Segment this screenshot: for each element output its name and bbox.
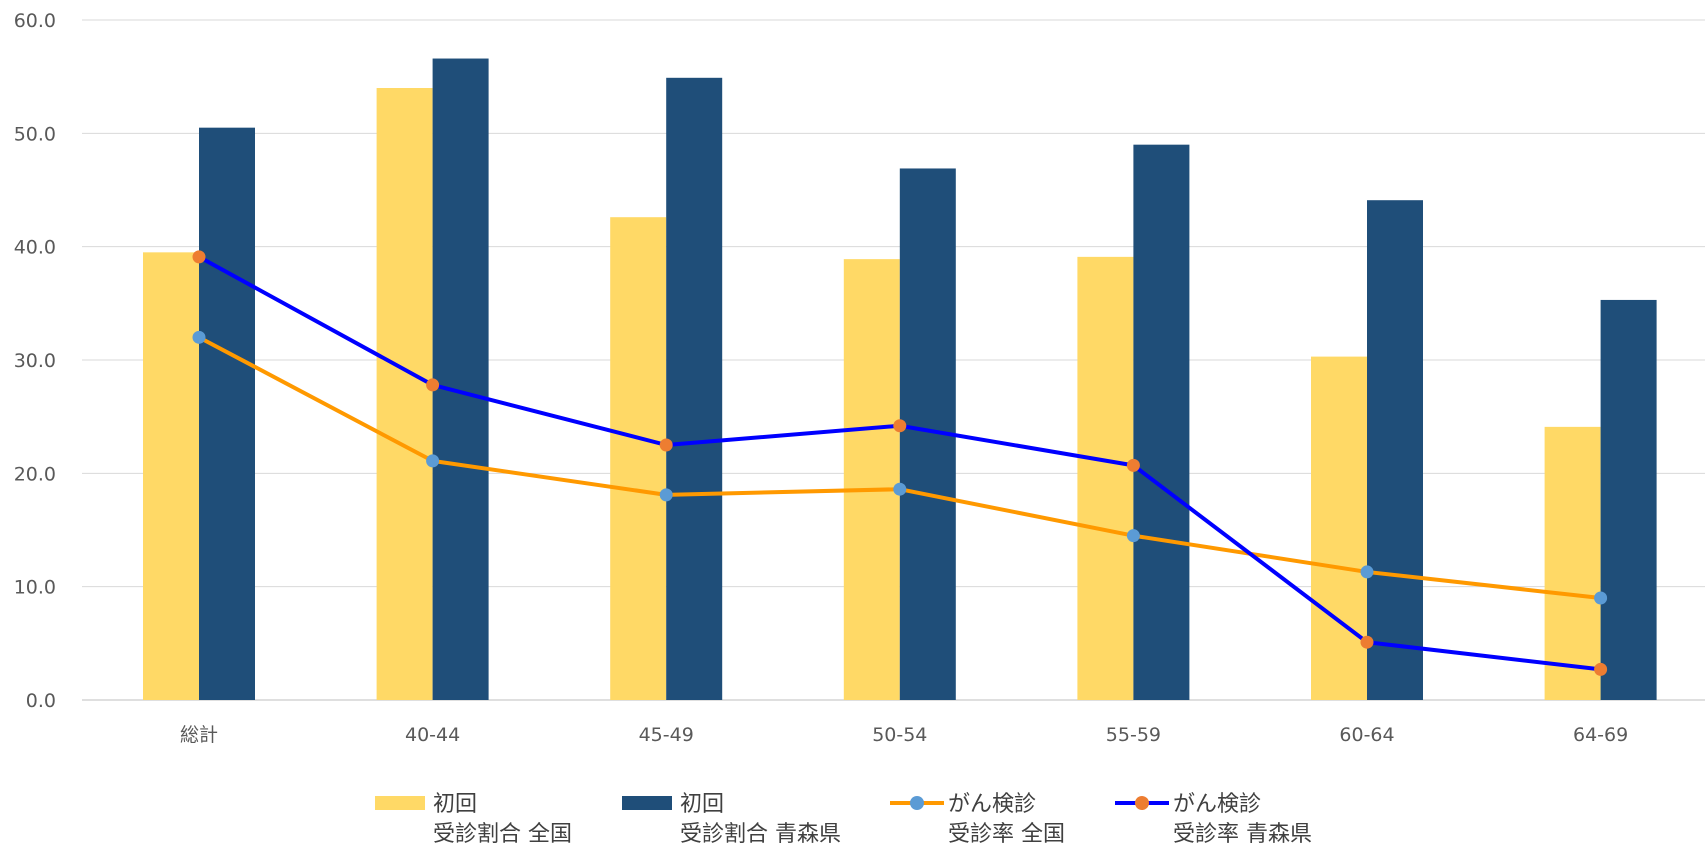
bar bbox=[843, 259, 900, 700]
x-tick-label: 50-54 bbox=[872, 724, 927, 746]
x-tick-label: 55-59 bbox=[1106, 724, 1161, 746]
data-point bbox=[659, 438, 673, 452]
x-tick-label: 総計 bbox=[180, 724, 218, 746]
y-tick-label: 40.0 bbox=[14, 237, 56, 259]
bar bbox=[1133, 144, 1190, 700]
legend-label: 受診率 全国 bbox=[948, 822, 1065, 845]
bar bbox=[432, 58, 489, 701]
data-point bbox=[426, 378, 440, 392]
bar bbox=[1544, 426, 1601, 700]
data-point bbox=[1126, 458, 1140, 472]
y-tick-label: 0.0 bbox=[26, 690, 56, 712]
data-point bbox=[659, 488, 673, 502]
x-axis: 総計 40-44 45-49 50-54 55-59 60-64 64-69 bbox=[180, 724, 1628, 746]
bar bbox=[1311, 356, 1367, 700]
data-point bbox=[893, 419, 907, 433]
bar bbox=[199, 127, 255, 700]
data-point bbox=[192, 330, 206, 344]
bar bbox=[610, 217, 667, 700]
y-tick-label: 30.0 bbox=[14, 350, 56, 372]
legend-swatch bbox=[622, 796, 672, 810]
legend-label: 初回 bbox=[680, 792, 724, 817]
y-tick-label: 60.0 bbox=[14, 10, 56, 32]
data-point bbox=[1360, 635, 1374, 649]
x-tick-label: 45-49 bbox=[639, 724, 694, 746]
legend-marker bbox=[910, 796, 924, 810]
legend-label: がん検診 bbox=[1173, 792, 1261, 817]
data-point bbox=[192, 250, 206, 264]
data-point bbox=[1594, 662, 1608, 676]
bar bbox=[1367, 200, 1423, 700]
data-point bbox=[1594, 591, 1608, 605]
y-tick-label: 50.0 bbox=[14, 123, 56, 145]
bar bbox=[666, 77, 723, 701]
bars bbox=[143, 58, 1657, 701]
data-point bbox=[1126, 529, 1140, 543]
data-point bbox=[1360, 565, 1374, 579]
data-point bbox=[893, 482, 907, 496]
legend-swatch bbox=[375, 796, 425, 810]
x-tick-label: 60-64 bbox=[1339, 724, 1394, 746]
x-tick-label: 40-44 bbox=[405, 724, 460, 746]
legend-label: がん検診 bbox=[948, 792, 1036, 817]
y-axis: 0.0 10.0 20.0 30.0 40.0 50.0 60.0 bbox=[14, 10, 56, 712]
y-tick-label: 20.0 bbox=[14, 463, 56, 485]
x-tick-label: 64-69 bbox=[1573, 724, 1628, 746]
y-tick-label: 10.0 bbox=[14, 577, 56, 599]
bar bbox=[1600, 299, 1657, 700]
data-point bbox=[426, 454, 440, 468]
bar bbox=[143, 252, 199, 701]
legend-marker bbox=[1135, 796, 1149, 810]
legend-label: 受診割合 青森県 bbox=[680, 822, 841, 845]
legend-label: 受診割合 全国 bbox=[433, 822, 572, 845]
bar bbox=[1077, 256, 1134, 700]
legend-label: 初回 bbox=[433, 792, 477, 817]
series-lines bbox=[192, 250, 1608, 676]
bar bbox=[376, 88, 433, 700]
legend-label: 受診率 青森県 bbox=[1173, 822, 1312, 845]
